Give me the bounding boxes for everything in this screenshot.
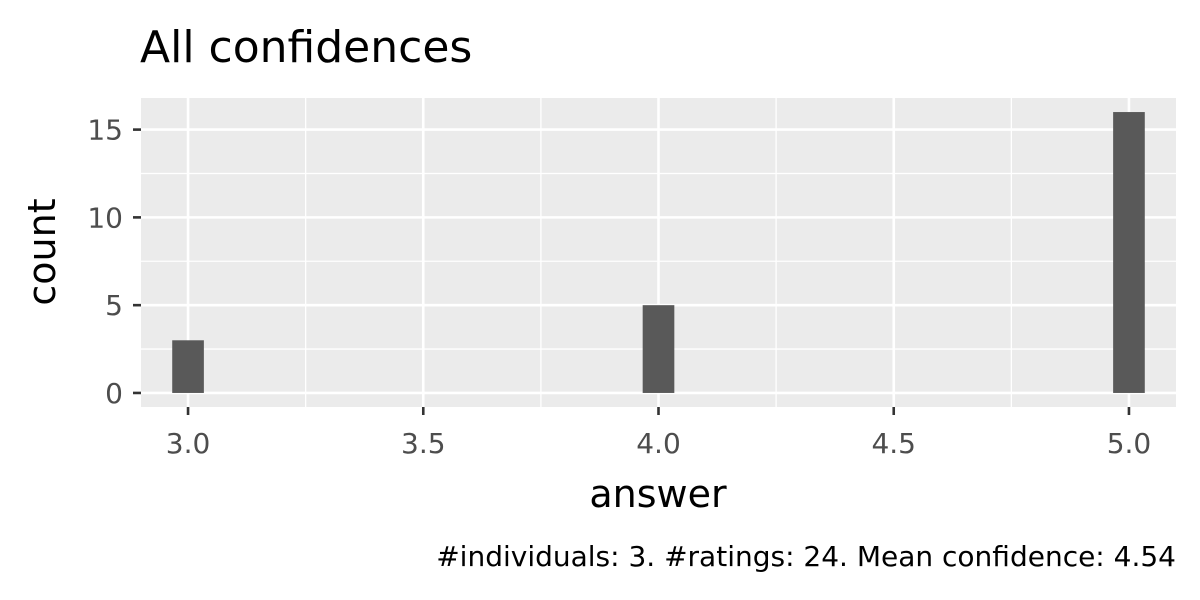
y-tick-label: 0 (105, 377, 123, 410)
x-tick-label: 4.5 (871, 427, 916, 460)
x-axis-title: answer (589, 472, 727, 516)
bar (642, 305, 675, 393)
y-tick-label: 15 (87, 114, 123, 147)
x-axis: 3.0 3.5 4.0 4.5 5.0 (166, 407, 1151, 460)
y-axis-title: count (20, 198, 64, 305)
x-tick-label: 3.5 (401, 427, 446, 460)
y-axis: 0 5 10 15 (87, 114, 141, 410)
chart-title: All confidences (140, 22, 472, 73)
bar (172, 340, 204, 393)
chart-caption: #individuals: 3. #ratings: 24. Mean conf… (436, 540, 1176, 573)
x-tick-label: 3.0 (166, 427, 211, 460)
y-tick-label: 5 (105, 289, 123, 322)
x-tick-label: 4.0 (636, 427, 681, 460)
x-tick-label: 5.0 (1107, 427, 1152, 460)
y-tick-label: 10 (87, 201, 123, 234)
bar (1113, 112, 1145, 393)
bars (172, 112, 1145, 393)
